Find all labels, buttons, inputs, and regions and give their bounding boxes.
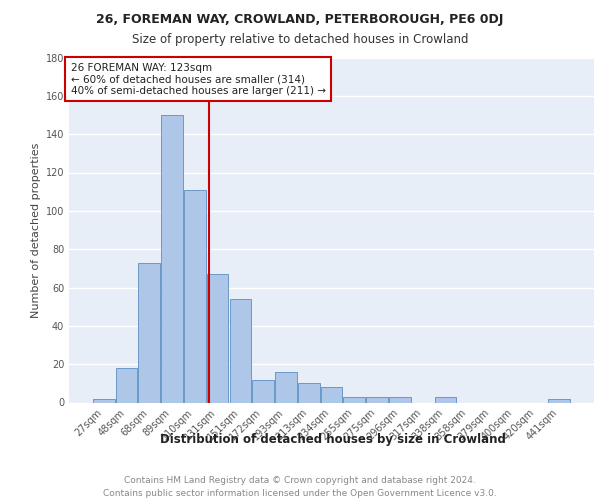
Bar <box>548 398 570 402</box>
Bar <box>253 380 274 402</box>
Bar <box>139 262 160 402</box>
Text: 26, FOREMAN WAY, CROWLAND, PETERBOROUGH, PE6 0DJ: 26, FOREMAN WAY, CROWLAND, PETERBOROUGH,… <box>97 12 503 26</box>
Bar <box>343 397 365 402</box>
Text: Contains HM Land Registry data © Crown copyright and database right 2024.
Contai: Contains HM Land Registry data © Crown c… <box>103 476 497 498</box>
Bar <box>161 115 183 403</box>
Bar <box>275 372 297 402</box>
Text: Size of property relative to detached houses in Crowland: Size of property relative to detached ho… <box>132 32 468 46</box>
Bar <box>366 397 388 402</box>
Bar <box>389 397 410 402</box>
Bar <box>207 274 229 402</box>
Bar <box>184 190 206 402</box>
Bar <box>320 387 343 402</box>
Bar <box>298 384 320 402</box>
Text: 26 FOREMAN WAY: 123sqm
← 60% of detached houses are smaller (314)
40% of semi-de: 26 FOREMAN WAY: 123sqm ← 60% of detached… <box>71 62 326 96</box>
Text: Distribution of detached houses by size in Crowland: Distribution of detached houses by size … <box>160 432 506 446</box>
Bar <box>116 368 137 402</box>
Bar <box>93 398 115 402</box>
Bar <box>434 397 456 402</box>
Y-axis label: Number of detached properties: Number of detached properties <box>31 142 41 318</box>
Bar <box>230 299 251 403</box>
